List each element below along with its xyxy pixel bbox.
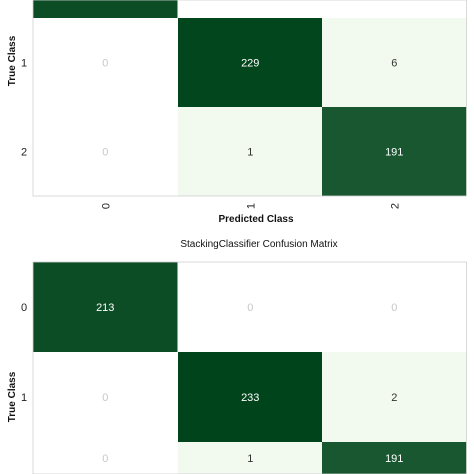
x-tick-label-2: 2 xyxy=(389,203,401,209)
cell-value-r2-0: 0 xyxy=(102,453,108,465)
cell-value-r2-2: 191 xyxy=(385,147,403,159)
bottom-y-axis-label: True Class xyxy=(7,371,18,422)
y-tick-label-2: 2 xyxy=(21,147,27,159)
cell-value-r0-2: 0 xyxy=(391,302,397,314)
cell-r1-2 xyxy=(322,18,467,107)
cell-r0-0 xyxy=(33,0,178,18)
top-x-axis-label: Predicted Class xyxy=(218,214,293,225)
cell-value-r2-2: 191 xyxy=(385,453,403,465)
cell-value-r1-0: 0 xyxy=(102,392,108,404)
cell-value-r2-0: 0 xyxy=(102,147,108,159)
cell-r1-0 xyxy=(33,352,178,442)
cell-r2-2 xyxy=(322,107,467,196)
cell-value-r2-1: 1 xyxy=(247,147,253,159)
cell-r1-2 xyxy=(322,352,467,442)
cell-value-r1-2: 2 xyxy=(391,392,397,404)
cell-r2-0 xyxy=(33,442,178,474)
cell-r1-1 xyxy=(178,18,323,107)
top-matrix-frame xyxy=(32,0,467,197)
cell-r2-0 xyxy=(33,107,178,196)
cell-value-r1-0: 0 xyxy=(102,58,108,70)
cell-value-r0-1: 0 xyxy=(247,302,253,314)
cell-r0-1 xyxy=(178,0,323,18)
bottom-chart-title: StackingClassifier Confusion Matrix xyxy=(180,239,337,250)
y-tick-label-1: 1 xyxy=(21,392,27,404)
cell-value-r2-1: 1 xyxy=(247,453,253,465)
cell-value-r1-1: 229 xyxy=(241,58,259,70)
x-tick-label-1: 1 xyxy=(245,203,257,209)
cell-r1-1 xyxy=(178,352,323,442)
cell-r0-2 xyxy=(322,262,467,352)
y-tick-label-1: 1 xyxy=(21,58,27,70)
cell-value-r0-0: 213 xyxy=(96,302,114,314)
cell-r1-0 xyxy=(33,18,178,107)
cell-r0-0 xyxy=(33,262,178,352)
cell-r0-2 xyxy=(322,0,467,18)
confusion-matrix-bottom: 213 0 0 0 0 233 2 1 0 1 191 xyxy=(21,261,467,474)
cell-value-r1-2: 6 xyxy=(391,58,397,70)
cell-r2-1 xyxy=(178,442,323,474)
cell-r2-1 xyxy=(178,107,323,196)
confusion-matrix-top: 0 229 6 1 0 1 191 2 0 1 2 xyxy=(21,0,467,209)
bottom-matrix-frame xyxy=(32,261,467,474)
top-y-axis-label: True Class xyxy=(7,35,18,86)
x-tick-label-0: 0 xyxy=(100,203,112,209)
cell-value-r1-1: 233 xyxy=(241,392,259,404)
cell-r2-2 xyxy=(322,442,467,474)
cell-r0-1 xyxy=(178,262,323,352)
y-tick-label-0: 0 xyxy=(21,302,27,314)
